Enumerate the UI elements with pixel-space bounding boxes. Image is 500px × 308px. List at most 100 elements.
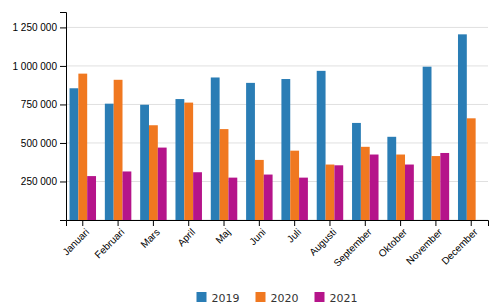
- x-tick: Mars: [138, 220, 162, 250]
- bar: [255, 160, 264, 220]
- x-tick-label: Juli: [285, 226, 303, 244]
- y-tick: 1 000 000: [13, 61, 67, 72]
- bar-series: [70, 34, 467, 220]
- x-tick: Juli: [285, 220, 303, 245]
- bar: [334, 165, 343, 220]
- legend-swatch: [197, 292, 207, 302]
- x-tick-label: November: [404, 226, 445, 267]
- bar: [140, 105, 149, 220]
- y-tick-label: 250 000: [21, 176, 58, 187]
- plot: 250 000 500 000 750 000 1 000 000 1 250 000 J…: [13, 13, 489, 269]
- bar: [440, 153, 449, 220]
- x-tick-mark: [188, 220, 189, 226]
- y-tick-mark: [60, 143, 66, 144]
- y-axis: 250 000 500 000 750 000 1 000 000 1 250 000: [13, 13, 67, 221]
- y-tick-label: 1 000 000: [13, 61, 58, 72]
- bar: [78, 74, 87, 220]
- bar: [361, 147, 370, 220]
- bar: [175, 99, 184, 220]
- x-tick-label: Januari: [60, 226, 91, 257]
- legend-label: 2021: [330, 292, 358, 305]
- grid-line: [66, 27, 488, 28]
- y-tick-mark: [60, 27, 66, 28]
- bar-series: [78, 74, 475, 220]
- y-tick-label: 750 000: [21, 99, 58, 110]
- x-tick: Maj: [213, 220, 232, 246]
- legend-swatch: [315, 292, 325, 302]
- grid-line: [66, 65, 488, 66]
- x-tick-mark: [82, 220, 83, 226]
- x-tick: September: [331, 220, 374, 269]
- x-tick-label: September: [331, 226, 374, 269]
- bar-series: [87, 148, 449, 220]
- y-tick: 750 000: [21, 99, 66, 110]
- bar: [264, 175, 273, 220]
- bar: [352, 123, 361, 220]
- legend-item: 2021: [315, 292, 358, 305]
- bar: [158, 148, 167, 220]
- bar: [87, 176, 96, 220]
- bar: [149, 125, 158, 220]
- y-tick-mark: [60, 220, 66, 221]
- x-tick-mark: [435, 220, 436, 226]
- bar: [220, 129, 229, 220]
- bar: [281, 79, 290, 220]
- legend-item: 2019: [197, 292, 240, 305]
- x-tick: Augusti: [307, 220, 338, 258]
- bar: [70, 88, 79, 220]
- x-tick-label: Oktober: [376, 226, 409, 259]
- legend-label: 2019: [212, 292, 240, 305]
- x-tick-label: Augusti: [307, 226, 338, 257]
- legend-swatch: [256, 292, 266, 302]
- bar: [458, 34, 467, 220]
- x-tick-label: Februari: [92, 226, 126, 260]
- legend: 2019 2020 2021: [197, 292, 358, 305]
- bar: [387, 137, 396, 220]
- x-tick-label: April: [175, 226, 197, 248]
- legend-label: 2020: [271, 292, 299, 305]
- bar: [290, 151, 299, 220]
- chart: 250 000 500 000 750 000 1 000 000 1 250 000 J…: [0, 0, 500, 308]
- grid: [66, 27, 488, 220]
- y-axis-line: [60, 13, 67, 221]
- bar: [184, 103, 193, 220]
- y-tick: 250 000: [21, 176, 66, 187]
- bar: [326, 165, 335, 220]
- x-tick: April: [175, 220, 197, 248]
- bar: [228, 178, 237, 220]
- bars: [70, 34, 476, 220]
- x-tick-mark: [153, 220, 154, 226]
- bar: [105, 104, 114, 220]
- x-tick-mark: [365, 220, 366, 226]
- x-tick-mark: [400, 220, 401, 226]
- bar: [211, 77, 220, 220]
- y-tick-label: 500 000: [21, 138, 58, 149]
- x-axis-line: [67, 221, 489, 227]
- x-tick-label: Maj: [213, 226, 232, 245]
- x-tick-label: Juni: [247, 226, 268, 247]
- bar: [476, 220, 485, 221]
- x-tick-mark: [471, 220, 472, 226]
- y-tick-mark: [60, 104, 66, 105]
- x-tick: December: [439, 220, 480, 267]
- bar: [396, 155, 405, 220]
- x-tick: Januari: [60, 220, 91, 257]
- x-tick-mark: [294, 220, 295, 226]
- bar: [114, 80, 123, 220]
- x-tick-label: December: [439, 226, 480, 267]
- bar: [123, 171, 132, 220]
- x-axis: JanuariFebruari Mars April Maj Juni JuliAugus…: [60, 220, 488, 269]
- bar: [193, 172, 202, 220]
- x-tick-label: Mars: [138, 226, 162, 250]
- x-tick: Februari: [92, 220, 126, 260]
- bar: [317, 71, 326, 220]
- x-tick: Oktober: [376, 220, 409, 259]
- y-tick-label: 1 250 000: [13, 22, 58, 33]
- bar: [431, 156, 440, 220]
- bar: [299, 178, 308, 220]
- bar: [246, 83, 255, 220]
- y-tick: 500 000: [21, 138, 66, 149]
- y-tick-mark: [60, 181, 66, 182]
- bar: [423, 67, 432, 220]
- x-tick-mark: [118, 220, 119, 226]
